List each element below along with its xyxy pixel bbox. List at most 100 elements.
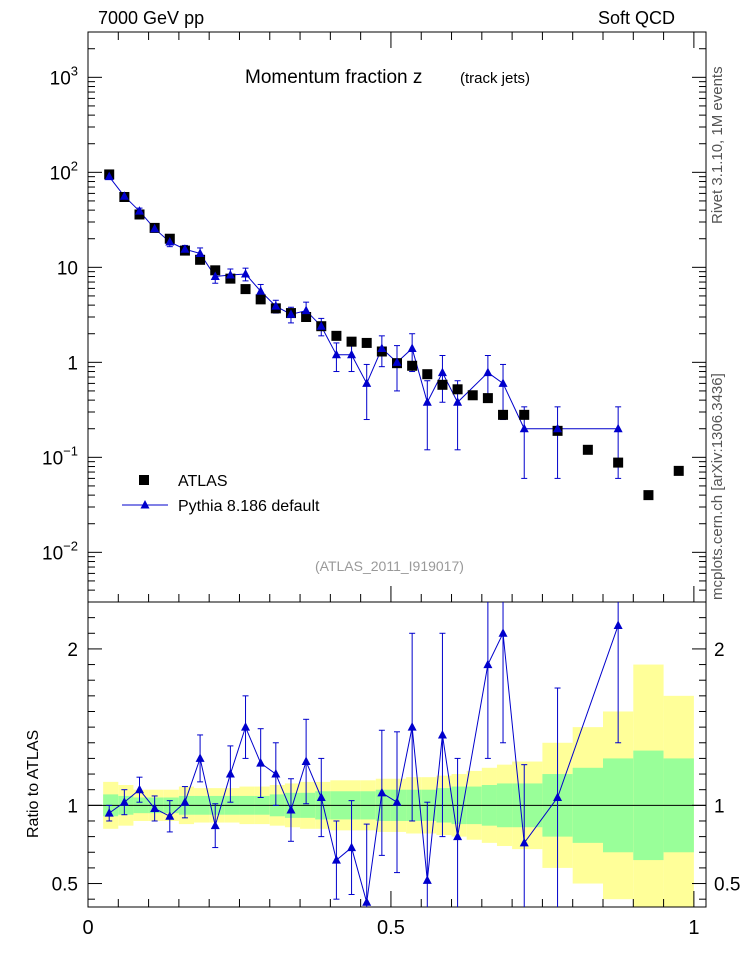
pythia-ratio-point <box>135 784 144 794</box>
pythia-ratio-point <box>331 855 341 864</box>
pythia-point <box>377 343 387 352</box>
atlas-point <box>437 379 448 390</box>
pythia-point <box>519 423 529 433</box>
ratio-y-tick-label-right: 2 <box>714 640 725 661</box>
atlas-point <box>301 312 312 322</box>
atlas-point <box>482 393 493 404</box>
pythia-point <box>225 270 235 279</box>
pythia-ratio-point <box>286 805 296 814</box>
atlas-point <box>331 330 342 341</box>
atlas-point <box>519 409 530 420</box>
pythia-point <box>362 378 372 387</box>
x-tick-label: 0.5 <box>377 917 405 939</box>
atlas-point <box>613 457 624 468</box>
atlas-point <box>195 254 206 265</box>
main-y-tick-label: 103 <box>50 63 78 89</box>
pythia-point <box>392 357 402 366</box>
main-panel-series <box>104 169 684 501</box>
analysis-label: (ATLAS_2011_I919017) <box>315 558 464 574</box>
atlas-point <box>467 390 478 401</box>
ratio-y-tick-label: 0.5 <box>52 875 78 896</box>
pythia-ratio-point <box>210 820 220 830</box>
pythia-ratio-point <box>104 808 114 817</box>
pythia-point <box>347 349 357 359</box>
pythia-point <box>407 343 417 352</box>
atlas-point <box>255 294 266 305</box>
pythia-point <box>453 397 463 406</box>
pythia-ratio-point <box>150 803 160 812</box>
header-left: 7000 GeV pp <box>98 8 205 28</box>
atlas-point <box>225 273 236 284</box>
pythia-point <box>195 248 205 257</box>
main-panel-frame <box>87 31 707 603</box>
pythia-ratio-point <box>241 722 251 731</box>
x-tick-label: 1 <box>688 917 699 939</box>
pythia-point <box>119 191 129 200</box>
pythia-ratio-point <box>180 797 190 806</box>
pythia-ratio-point <box>613 620 623 629</box>
atlas-point <box>498 409 509 420</box>
legend-atlas-label: ATLAS <box>178 473 228 490</box>
atlas-point <box>361 337 372 348</box>
pythia-ratio-point <box>437 729 447 739</box>
ratio-panel-series <box>104 602 623 907</box>
pythia-point <box>331 349 341 359</box>
pythia-ratio-point <box>498 628 508 637</box>
atlas-point <box>582 444 593 455</box>
main-y-tick-label: 102 <box>50 158 78 184</box>
pythia-point <box>483 367 493 377</box>
atlas-point <box>346 336 357 347</box>
pythia-ratio-point <box>316 792 326 802</box>
pythia-ratio-point <box>377 787 387 797</box>
legend-pythia-marker <box>140 500 150 509</box>
chart-title: Momentum fraction z <box>245 67 422 88</box>
pythia-ratio-point <box>301 756 311 766</box>
pythia-ratio-point <box>347 842 357 852</box>
legend: ATLAS Pythia 8.186 default <box>122 473 320 515</box>
pythia-ratio-point <box>422 875 432 884</box>
pythia-point <box>301 305 311 315</box>
ratio-uncertainty-bands <box>103 664 694 907</box>
pythia-ratio-point <box>119 797 129 806</box>
pythia-point <box>135 206 144 215</box>
ratio-y-tick-label-right: 0.5 <box>714 875 740 896</box>
pythia-ratio-point <box>225 769 235 778</box>
ratio-y-tick-label: 2 <box>67 640 78 661</box>
pythia-point <box>271 301 281 310</box>
atlas-point <box>643 490 654 501</box>
pythia-point <box>437 367 447 377</box>
pythia-point <box>553 423 563 433</box>
pythia-ratio-point <box>553 792 563 802</box>
pythia-point <box>180 244 190 253</box>
pythia-point <box>150 223 160 233</box>
pythia-point <box>422 397 432 406</box>
pythia-point <box>613 423 623 433</box>
pythia-ratio-point <box>362 897 372 906</box>
main-y-tick-label: 10−2 <box>42 538 78 564</box>
legend-atlas-marker <box>139 475 149 485</box>
pythia-point <box>241 269 251 278</box>
atlas-point <box>422 369 433 380</box>
legend-pythia-label: Pythia 8.186 default <box>178 498 320 515</box>
ratio-y-tick-label: 1 <box>67 796 78 817</box>
pythia-point <box>498 378 508 387</box>
pythia-ratio-point <box>195 753 205 762</box>
pythia-point <box>286 309 296 318</box>
pythia-ratio-point <box>271 769 281 778</box>
header-right: Soft QCD <box>598 8 676 28</box>
atlas-point <box>407 360 418 371</box>
pythia-ratio-point <box>392 797 402 806</box>
pythia-point <box>210 271 220 281</box>
atlas-point <box>452 384 463 395</box>
x-tick-label: 0 <box>82 917 93 939</box>
main-y-tick-label: 1 <box>67 353 78 374</box>
pythia-point <box>104 171 114 181</box>
ratio-ylabel: Ratio to ATLAS <box>25 730 42 838</box>
atlas-point <box>210 265 221 276</box>
pythia-ratio-point <box>165 811 175 820</box>
pythia-ratio-point <box>483 659 493 669</box>
pythia-line <box>108 176 619 430</box>
pythia-point <box>316 321 326 330</box>
